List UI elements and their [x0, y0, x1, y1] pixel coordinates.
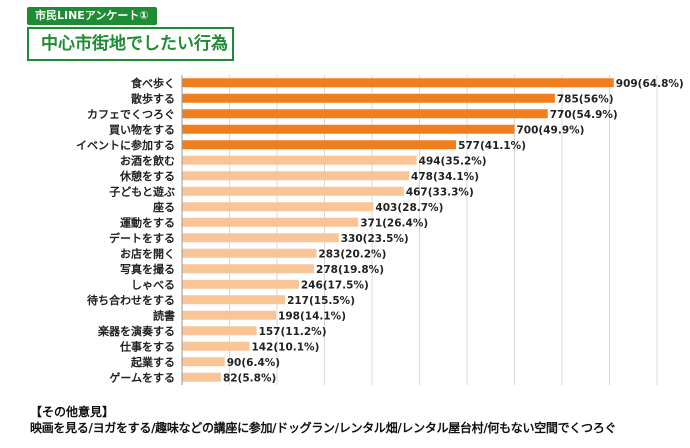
category-label: しゃべる — [131, 278, 175, 291]
bar — [182, 357, 225, 367]
category-label: イベントに参加する — [76, 138, 175, 152]
bar — [182, 109, 548, 119]
chart-title: 中心市街地でしたい行為 — [27, 27, 234, 61]
survey-tag: 市民LINEアンケート① — [27, 7, 157, 25]
bar — [182, 341, 250, 351]
bar — [182, 202, 374, 212]
category-label: ゲームをする — [109, 370, 175, 384]
bar — [182, 140, 457, 150]
value-label: 142(10.1%) — [251, 341, 319, 353]
value-label: 700(49.9%) — [517, 124, 585, 136]
bar — [182, 93, 555, 103]
bar — [182, 217, 359, 227]
bar — [182, 295, 286, 305]
value-label: 467(33.3%) — [406, 186, 474, 198]
bar — [182, 264, 315, 274]
category-label: 座る — [152, 200, 175, 214]
value-label: 278(19.8%) — [316, 264, 384, 276]
value-label: 330(23.5%) — [341, 233, 409, 245]
bar — [182, 248, 317, 258]
bar-chart: 食べ歩く 909(64.8%) 散歩する 785(56%) カフェでくつろぐ 770(54… — [76, 75, 684, 385]
value-label: 403(28.7%) — [375, 202, 443, 214]
bar — [182, 279, 299, 289]
bar — [182, 186, 404, 196]
category-label: 散歩する — [131, 91, 175, 105]
category-label: 起業する — [130, 355, 175, 369]
bar — [182, 310, 277, 320]
value-label: 478(34.1%) — [411, 171, 479, 183]
value-label: 283(20.2%) — [318, 248, 386, 260]
category-label: 運動をする — [120, 215, 175, 229]
value-label: 157(11.2%) — [259, 326, 327, 338]
other-opinions-heading: 【その他意見】 — [30, 405, 115, 419]
category-label: カフェでくつろぐ — [87, 108, 175, 121]
category-label: 食べ歩く — [131, 76, 175, 90]
bar — [182, 171, 410, 181]
value-label: 82(5.8%) — [223, 372, 276, 384]
value-label: 577(41.1%) — [458, 140, 526, 152]
value-label: 246(17.5%) — [301, 279, 369, 291]
value-label: 494(35.2%) — [419, 155, 487, 167]
category-label: デートをする — [109, 231, 175, 245]
category-label: 読書 — [153, 308, 175, 322]
value-label: 770(54.9%) — [550, 109, 618, 121]
category-label: お酒を飲む — [120, 153, 175, 167]
bar — [182, 326, 257, 336]
category-label: 買い物をする — [109, 122, 175, 136]
bar — [182, 78, 614, 88]
value-label: 217(15.5%) — [287, 295, 355, 307]
value-label: 90(6.4%) — [227, 357, 280, 369]
other-opinions-text: 映画を見る/ヨガをする/趣味などの講座に参加/ドッグラン/レンタル畑/レンタル屋… — [30, 421, 617, 435]
category-label: 待ち合わせをする — [86, 293, 175, 307]
bar — [182, 155, 417, 165]
value-label: 371(26.4%) — [360, 217, 428, 229]
value-label: 198(14.1%) — [278, 310, 346, 322]
bar — [182, 372, 221, 382]
category-label: 写真を撮る — [120, 262, 175, 276]
category-label: 休憩をする — [119, 169, 175, 183]
bar — [182, 233, 339, 243]
value-label: 909(64.8%) — [616, 78, 684, 90]
value-label: 785(56%) — [557, 93, 614, 105]
category-label: 子どもと遊ぶ — [109, 184, 175, 198]
category-label: 仕事をする — [119, 339, 175, 353]
bar — [182, 124, 515, 134]
category-label: 楽器を演奏する — [97, 324, 175, 338]
category-label: お店を開く — [120, 246, 175, 260]
